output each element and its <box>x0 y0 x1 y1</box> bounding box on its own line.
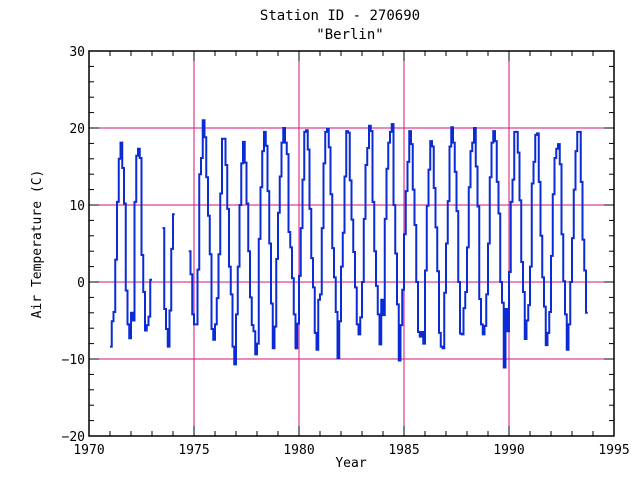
y-tick-label: 30 <box>69 45 85 60</box>
y-axis-label: Air Temperature (C) <box>30 170 45 319</box>
y-tick-label: 10 <box>69 199 85 214</box>
x-tick-label: 1990 <box>493 443 524 458</box>
x-axis-label: Year <box>335 456 366 471</box>
series-line-segment <box>188 119 588 369</box>
chart-subtitle: "Berlin" <box>316 27 383 43</box>
y-tick-label: −20 <box>62 430 85 445</box>
series-line-segment <box>110 141 152 348</box>
x-tick-label: 1985 <box>388 443 419 458</box>
x-tick-label: 1975 <box>178 443 209 458</box>
data-series <box>110 119 588 369</box>
x-tick-label: 1995 <box>598 443 629 458</box>
x-tick-label: 1980 <box>283 443 314 458</box>
y-tick-label: 20 <box>69 122 85 137</box>
y-tick-label: −10 <box>62 353 85 368</box>
axis-ticks <box>88 50 615 437</box>
gridlines <box>89 51 614 436</box>
chart-title: Station ID - 270690 <box>260 8 420 24</box>
x-tick-label: 1970 <box>73 443 104 458</box>
y-tick-label: 0 <box>77 276 85 291</box>
series-line-segment <box>162 213 175 348</box>
tick-labels: 1970 1975 1980 1985 1990 1995 −20 −10 0 10 20 30 <box>62 45 630 458</box>
plot-frame <box>88 50 615 437</box>
